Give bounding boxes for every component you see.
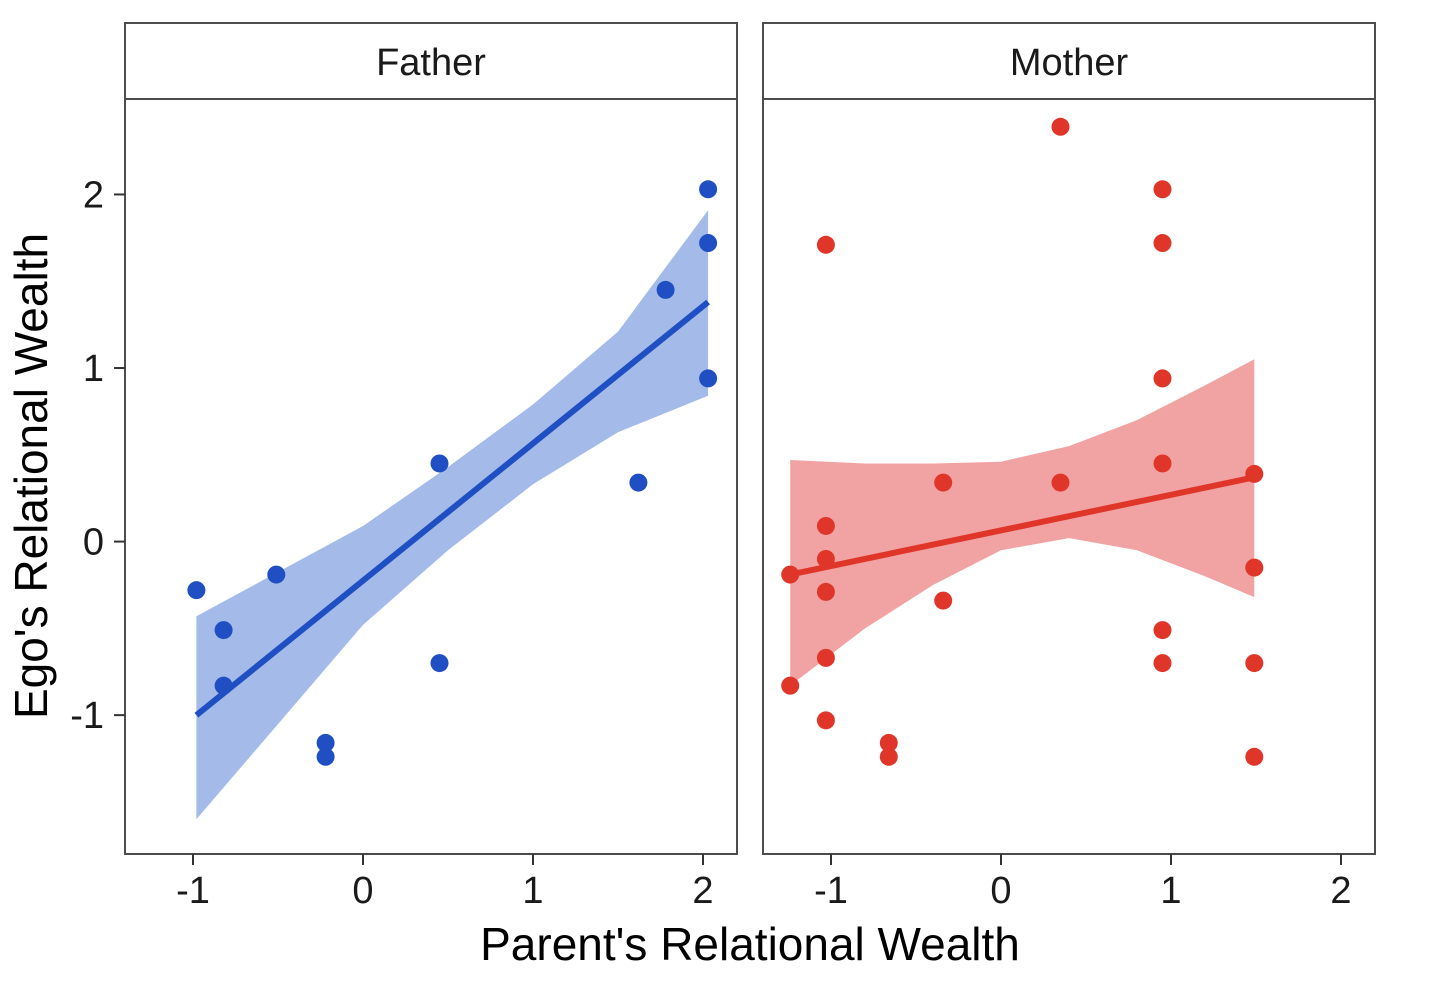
data-point-mother [1051, 473, 1070, 492]
data-point-mother [816, 516, 835, 535]
data-point-father [699, 234, 718, 253]
data-point-mother [1153, 180, 1172, 199]
panel-father: Father -1 0 1 2 [124, 22, 738, 912]
data-point-mother [1245, 558, 1264, 577]
data-point-mother [1153, 621, 1172, 640]
data-point-mother [816, 711, 835, 730]
confidence-band-father [196, 210, 709, 820]
x-axis-mother: -1 0 1 2 [814, 854, 1352, 912]
x-tick-label: 0 [352, 870, 373, 912]
data-point-father [699, 369, 718, 388]
x-axis-father: -1 0 1 2 [176, 854, 714, 912]
y-axis: -1 0 1 2 [70, 174, 125, 737]
y-tick-label: 2 [83, 174, 104, 216]
data-point-mother [934, 591, 953, 610]
data-point-father [629, 473, 648, 492]
strip-label-mother: Mother [1010, 42, 1129, 84]
x-tick-label: -1 [814, 870, 848, 912]
x-tick-label: 1 [1160, 870, 1181, 912]
data-point-mother [934, 473, 953, 492]
y-tick-label: 0 [83, 522, 104, 564]
data-point-father [214, 676, 233, 695]
confidence-band-mother [790, 359, 1255, 686]
strip-label-father: Father [376, 42, 486, 84]
data-point-father [267, 565, 286, 584]
data-point-mother [1153, 369, 1172, 388]
strip-mother [762, 22, 1376, 100]
data-point-father [656, 280, 675, 299]
data-point-father [316, 733, 335, 752]
data-point-mother [1051, 117, 1070, 136]
data-point-mother [816, 235, 835, 254]
x-axis-title: Parent's Relational Wealth [480, 918, 1020, 970]
x-tick-label: 2 [1330, 870, 1351, 912]
x-tick-label: 1 [522, 870, 543, 912]
data-point-mother [781, 676, 800, 695]
data-point-father [430, 454, 449, 473]
x-tick-label: 2 [692, 870, 713, 912]
y-tick-label: 1 [83, 348, 104, 390]
data-point-mother [816, 549, 835, 568]
data-point-mother [1153, 654, 1172, 673]
y-tick-label: -1 [70, 695, 104, 737]
data-point-mother [1153, 234, 1172, 253]
x-tick-label: -1 [176, 870, 210, 912]
marks-mother [781, 117, 1264, 766]
data-point-mother [781, 565, 800, 584]
data-point-father [214, 621, 233, 640]
data-point-father [316, 747, 335, 766]
x-tick-label: 0 [990, 870, 1011, 912]
data-point-father [699, 180, 718, 199]
data-point-mother [1245, 654, 1264, 673]
data-point-mother [816, 582, 835, 601]
data-point-father [187, 581, 206, 600]
data-point-father [430, 654, 449, 673]
regression-line-father [194, 299, 710, 718]
data-point-mother [879, 733, 898, 752]
plot-border-mother [762, 98, 1376, 855]
strip-father [124, 22, 738, 100]
regression-line-mother [789, 474, 1255, 578]
marks-father [187, 180, 718, 820]
data-point-mother [1245, 464, 1264, 483]
data-point-mother [879, 747, 898, 766]
data-point-mother [816, 648, 835, 667]
data-point-mother [1153, 454, 1172, 473]
data-point-mother [1245, 747, 1264, 766]
y-axis-title: Ego's Relational Wealth [5, 233, 57, 719]
panel-mother: Mother -1 0 1 2 [762, 22, 1376, 912]
plot-border-father [124, 98, 738, 855]
